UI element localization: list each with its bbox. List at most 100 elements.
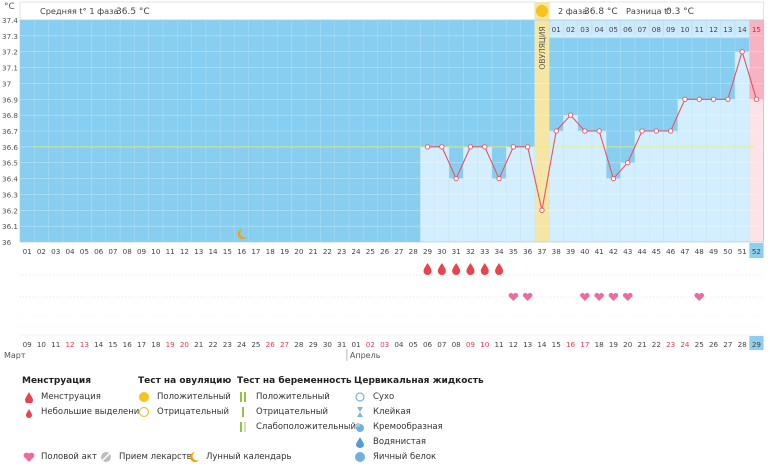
cycle-day-label: 46 bbox=[666, 247, 676, 256]
cycle-day-label: 26 bbox=[380, 247, 390, 256]
ovulation-test-positive-icon bbox=[535, 5, 548, 17]
cycle-day-label: 42 bbox=[609, 247, 618, 256]
cycle-day-label: 39 bbox=[566, 247, 576, 256]
temperature-point bbox=[553, 128, 559, 134]
legend-menstruation-title: Менструация bbox=[22, 376, 91, 386]
date-label: 19 bbox=[609, 340, 619, 349]
date-label: 23 bbox=[223, 340, 232, 349]
menstruation-drop-icon bbox=[495, 263, 504, 275]
legend-pregnancy-positive-item: Положительный bbox=[237, 391, 330, 403]
intercourse-heart-icon bbox=[580, 292, 590, 301]
date-label: 20 bbox=[180, 340, 190, 349]
small-drop-icon bbox=[22, 406, 36, 418]
cycle-day-label: 28 bbox=[409, 247, 419, 256]
y-tick-label: 37 bbox=[2, 79, 11, 88]
cycle-day-label: 35 bbox=[509, 247, 518, 256]
legend-spotting-item: Небольшие выделения bbox=[22, 406, 144, 418]
cycle-day-label: 18 bbox=[266, 247, 276, 256]
phase2-value: 36.8 °C bbox=[584, 7, 618, 17]
diff-label: Разница t° bbox=[626, 6, 671, 16]
cycle-day-label: 47 bbox=[680, 247, 689, 256]
date-label: 02 bbox=[366, 340, 375, 349]
cycle-day-label: 22 bbox=[323, 247, 332, 256]
legend-cervical-watery-label: Водянистая bbox=[373, 437, 427, 447]
date-label: 23 bbox=[666, 340, 675, 349]
hourglass-icon bbox=[354, 406, 368, 418]
temperature-point bbox=[525, 144, 531, 150]
legend-cervical-sticky-item: Клейкая bbox=[354, 406, 411, 418]
date-label: 10 bbox=[480, 340, 490, 349]
temperature-point bbox=[453, 175, 459, 182]
date-label: 18 bbox=[151, 340, 161, 349]
legend-ovulation-positive-label: Положительный bbox=[157, 392, 231, 402]
date-label: 08 bbox=[452, 340, 462, 349]
legend-cervical-title: Цервикальная жидкость bbox=[354, 376, 484, 386]
phase2-day-label: 08 bbox=[652, 25, 662, 34]
date-label: 11 bbox=[494, 340, 503, 349]
cycle-day-label: 34 bbox=[494, 247, 504, 256]
menstruation-drop-icon bbox=[423, 263, 432, 275]
date-label: 04 bbox=[394, 340, 404, 349]
legend-moon-label: Лунный календарь bbox=[206, 452, 292, 462]
cycle-day-label: 23 bbox=[337, 247, 346, 256]
cycle-day-label: 01 bbox=[23, 247, 32, 256]
y-tick-label: 36.4 bbox=[2, 175, 18, 184]
temperature-point bbox=[596, 128, 602, 134]
temperature-point bbox=[467, 144, 474, 150]
temperature-column bbox=[649, 130, 664, 243]
intercourse-heart-icon bbox=[508, 292, 519, 301]
y-tick-label: 36.3 bbox=[2, 190, 18, 199]
cycle-day-label: 45 bbox=[652, 247, 661, 256]
temperature-point bbox=[625, 160, 631, 166]
temperature-point bbox=[539, 207, 545, 213]
unit-label: °C bbox=[4, 2, 15, 12]
moon-icon bbox=[237, 229, 247, 239]
date-label: 25 bbox=[695, 340, 704, 349]
temperature-column bbox=[720, 99, 736, 243]
date-label: 20 bbox=[623, 340, 633, 349]
temperature-point bbox=[653, 128, 659, 134]
cycle-day-label: 32 bbox=[466, 247, 475, 256]
date-label: 25 bbox=[251, 340, 260, 349]
phase2-day-label: 12 bbox=[709, 25, 718, 34]
legend-menstruation-label: Менструация bbox=[41, 392, 101, 402]
moon-icon bbox=[187, 451, 201, 463]
date-label: 03 bbox=[380, 340, 389, 349]
date-label: 24 bbox=[237, 340, 247, 349]
date-label: 21 bbox=[194, 340, 203, 349]
temperature-point bbox=[696, 96, 702, 102]
phase2-day-label: 02 bbox=[566, 25, 575, 34]
temperature-point bbox=[439, 144, 445, 150]
temperature-column bbox=[663, 130, 679, 243]
legend-cervical-watery-item: Водянистая bbox=[354, 436, 426, 448]
intercourse-heart-icon bbox=[622, 292, 633, 301]
phase2-day-label: 04 bbox=[595, 25, 605, 34]
cycle-day-label: 27 bbox=[394, 247, 403, 256]
egg-white-icon bbox=[354, 451, 368, 463]
temperature-column bbox=[620, 162, 636, 243]
y-tick-label: 36.9 bbox=[2, 95, 18, 104]
cycle-day-label: 25 bbox=[366, 247, 375, 256]
intercourse-heart-icon bbox=[608, 292, 619, 301]
date-label: 09 bbox=[466, 340, 476, 349]
date-label: 29 bbox=[752, 340, 762, 349]
phase2-day-label: 13 bbox=[723, 25, 732, 34]
phase2-day-label: 03 bbox=[580, 25, 589, 34]
legend-spotting-label: Небольшие выделения bbox=[41, 407, 145, 417]
temperature-point bbox=[739, 49, 745, 55]
temperature-point bbox=[582, 128, 588, 134]
phase2-day-label: 15 bbox=[752, 25, 761, 34]
date-label: 19 bbox=[166, 340, 176, 349]
legend-medication-label: Прием лекарств bbox=[119, 452, 192, 462]
legend-pregnancy-weak-label: Слабоположительный bbox=[256, 422, 357, 432]
y-tick-label: 37.3 bbox=[2, 32, 18, 41]
ovulation-column bbox=[534, 2, 550, 242]
diff-value: 0.3 °C bbox=[666, 7, 694, 17]
temperature-column bbox=[577, 130, 593, 243]
legend-menstruation-item: Менструация bbox=[22, 391, 101, 404]
pill-icon bbox=[100, 451, 114, 463]
cycle-day-label: 52 bbox=[752, 247, 761, 256]
current-cycle-day-cell bbox=[749, 243, 764, 258]
heart-icon bbox=[22, 451, 36, 463]
